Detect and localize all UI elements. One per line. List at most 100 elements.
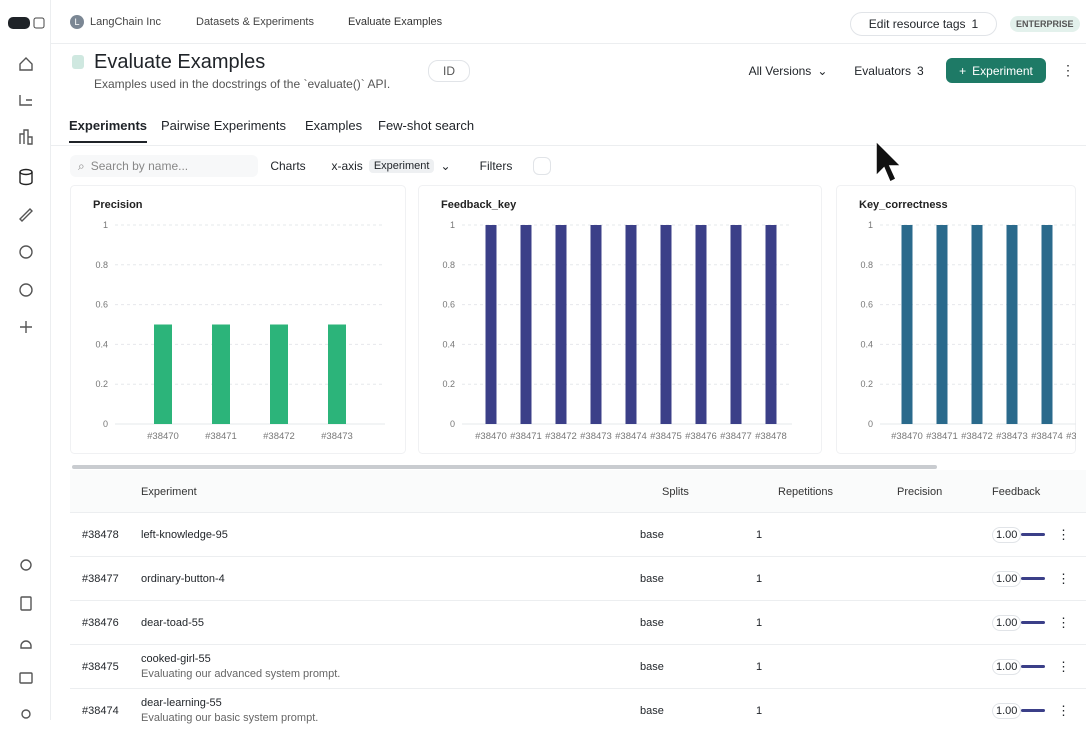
y-tick-label: 0 <box>868 419 873 429</box>
feedback-value: 1.00 <box>992 615 1021 631</box>
experiment-name: ordinary-button-4 <box>141 573 225 585</box>
bar <box>556 225 567 424</box>
row-menu[interactable]: ⋮ <box>1057 527 1070 543</box>
table-row[interactable]: #38478 left-knowledge-95 base 1 1.00 ⋮ <box>70 512 1086 557</box>
x-tick-label: #38477 <box>720 431 752 442</box>
x-tick-label: #38474 <box>1031 431 1063 442</box>
bar <box>766 225 777 424</box>
bar <box>270 325 288 425</box>
split: base <box>640 617 664 629</box>
y-tick-label: 0 <box>450 419 455 429</box>
split: base <box>640 529 664 541</box>
row-menu[interactable]: ⋮ <box>1057 615 1070 631</box>
bar <box>972 225 983 424</box>
feedback-value: 1.00 <box>992 527 1021 543</box>
x-tick-label: #38473 <box>580 431 612 442</box>
feedback-bar <box>1021 621 1045 624</box>
experiment-name: dear-toad-55 <box>141 617 204 629</box>
profile-icon[interactable] <box>22 710 30 718</box>
column-header[interactable]: Precision <box>897 486 942 498</box>
row-menu[interactable]: ⋮ <box>1057 659 1070 675</box>
x-tick-label: #38471 <box>510 431 542 442</box>
y-tick-label: 1 <box>103 220 108 230</box>
feedback-bar <box>1021 577 1045 580</box>
bar <box>1007 225 1018 424</box>
x-tick-label: #38475 <box>650 431 682 442</box>
x-tick-label: #38472 <box>263 431 295 442</box>
x-tick-label: #38470 <box>147 431 179 442</box>
experiment-id: #38474 <box>82 705 119 717</box>
column-header[interactable]: Repetitions <box>778 486 833 498</box>
y-tick-label: 0.4 <box>860 339 873 349</box>
y-tick-label: 1 <box>450 220 455 230</box>
docs-icon[interactable] <box>21 597 31 610</box>
bar <box>591 225 602 424</box>
x-tick-label: #38471 <box>926 431 958 442</box>
x-tick-label: #38478 <box>755 431 787 442</box>
y-tick-label: 0.8 <box>95 260 108 270</box>
repetitions: 1 <box>756 529 762 541</box>
experiment-id: #38477 <box>82 573 119 585</box>
column-header[interactable]: Experiment <box>141 486 197 498</box>
column-header[interactable]: Splits <box>662 486 689 498</box>
bar <box>696 225 707 424</box>
y-tick-label: 1 <box>868 220 873 230</box>
feedback-value: 1.00 <box>992 571 1021 587</box>
feedback-bar <box>1021 709 1045 712</box>
chart-title: Precision <box>93 199 143 211</box>
bar <box>902 225 913 424</box>
bar <box>1042 225 1053 424</box>
mouse-cursor <box>870 138 910 188</box>
bar <box>1077 225 1086 424</box>
chart: Feedback_key00.20.40.60.81#38470#38471#3… <box>419 186 822 454</box>
y-tick-label: 0.2 <box>860 379 873 389</box>
y-tick-label: 0.6 <box>442 300 455 310</box>
experiment-id: #38475 <box>82 661 119 673</box>
y-tick-label: 0.4 <box>95 339 108 349</box>
feedback-bar <box>1021 533 1045 536</box>
charts-area: Precision00.20.40.60.81#38470#38471#3847… <box>0 0 1086 470</box>
x-tick-label: #38471 <box>205 431 237 442</box>
chart-title: Key_correctness <box>859 199 948 211</box>
experiment-description: Evaluating our advanced system prompt. <box>141 668 340 680</box>
x-tick-label: #38476 <box>685 431 717 442</box>
experiment-name: dear-learning-55 <box>141 697 222 709</box>
bar <box>626 225 637 424</box>
y-tick-label: 0 <box>103 419 108 429</box>
mail-icon[interactable] <box>20 673 32 683</box>
repetitions: 1 <box>756 573 762 585</box>
x-tick-label: #38472 <box>545 431 577 442</box>
x-tick-label: #38473 <box>321 431 353 442</box>
x-tick-label: #38470 <box>891 431 923 442</box>
row-menu[interactable]: ⋮ <box>1057 703 1070 719</box>
bar <box>328 325 346 425</box>
split: base <box>640 661 664 673</box>
x-tick-label: #38473 <box>996 431 1028 442</box>
x-tick-label: #38475 <box>1066 431 1086 442</box>
chart: Precision00.20.40.60.81#38470#38471#3847… <box>71 186 406 454</box>
scrollbar[interactable] <box>72 465 937 469</box>
feedback-value: 1.00 <box>992 703 1021 719</box>
y-tick-label: 0.6 <box>860 300 873 310</box>
split: base <box>640 705 664 717</box>
x-tick-label: #38474 <box>615 431 647 442</box>
bar <box>486 225 497 424</box>
repetitions: 1 <box>756 705 762 717</box>
y-tick-label: 0.2 <box>442 379 455 389</box>
column-header[interactable]: Feedback <box>992 486 1040 498</box>
experiment-id: #38478 <box>82 529 119 541</box>
chart-panel <box>419 186 822 454</box>
split: base <box>640 573 664 585</box>
notifications-icon[interactable] <box>21 641 31 648</box>
bar <box>731 225 742 424</box>
experiment-name: left-knowledge-95 <box>141 529 228 541</box>
chart: Key_correctness00.20.40.60.81#38470#3847… <box>837 186 1086 454</box>
table-row[interactable]: #38477 ordinary-button-4 base 1 1.00 ⋮ <box>70 556 1086 601</box>
row-menu[interactable]: ⋮ <box>1057 571 1070 587</box>
bar <box>521 225 532 424</box>
settings-icon[interactable] <box>21 560 31 570</box>
